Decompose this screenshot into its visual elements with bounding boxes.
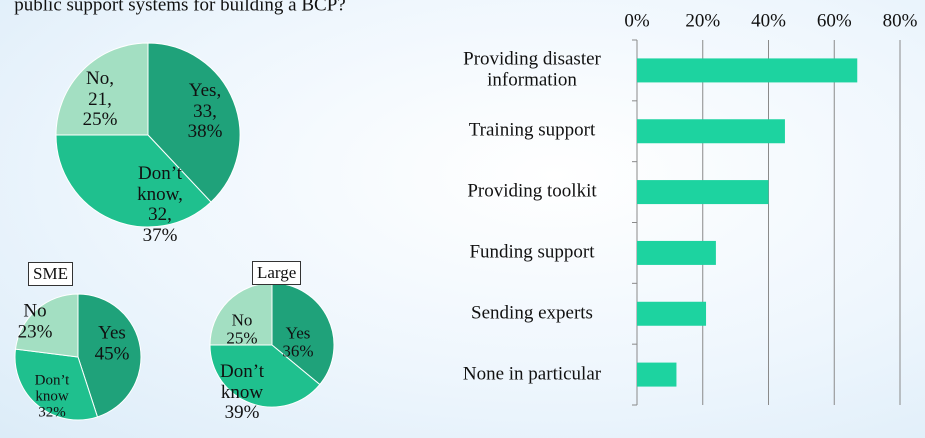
x-tick-label: 80% xyxy=(882,10,918,32)
slice-percent: 39% xyxy=(224,402,260,424)
x-tick-label: 20% xyxy=(685,10,721,32)
slice-category: Yes, xyxy=(188,80,222,102)
page-title: public support systems for building a BC… xyxy=(14,0,346,16)
slice-percent: 36% xyxy=(282,342,314,361)
slice-count: 33, xyxy=(193,100,217,122)
slice-label: No 25% xyxy=(222,310,262,349)
slice-category: Yes xyxy=(98,322,126,344)
bar xyxy=(637,119,785,144)
slice-label: Yes 36% xyxy=(273,323,323,362)
y-tick-label: Providing disaster information xyxy=(463,48,601,91)
y-tick-label: Providing toolkit xyxy=(467,180,597,202)
pie-slice xyxy=(55,134,212,228)
bar xyxy=(637,58,858,83)
slice-label: Yes 45% xyxy=(87,323,137,364)
slice-percent: 23% xyxy=(17,321,53,342)
bar xyxy=(637,180,769,205)
slice-category: No, xyxy=(86,68,114,90)
x-tick-label: 0% xyxy=(624,10,650,32)
slice-label: Don’t know 39% xyxy=(217,362,267,424)
slice-category: Don’t know, xyxy=(137,162,183,205)
x-tick-label: 40% xyxy=(751,10,786,32)
slice-percent: 25% xyxy=(82,109,118,131)
pie-slice xyxy=(77,293,142,418)
slice-category: No xyxy=(231,310,253,330)
pie-slice xyxy=(147,42,241,203)
slice-category: No xyxy=(23,300,47,322)
y-tick-label: Training support xyxy=(468,119,596,141)
slice-label: Don’t know, 32, 37% xyxy=(130,162,190,246)
pie-slice xyxy=(14,348,99,421)
pie-title: Large xyxy=(252,261,302,285)
slice-percent: 25% xyxy=(226,329,258,348)
bar xyxy=(637,362,677,387)
slice-category: Don’t know xyxy=(220,361,264,403)
x-tick-label: 60% xyxy=(816,10,852,32)
slice-label: Don’t know 32% xyxy=(27,373,77,422)
slice-label: No, 21, 25% xyxy=(80,68,120,131)
slice-percent: 37% xyxy=(142,224,178,246)
slice-count: 21, xyxy=(88,88,112,110)
y-tick-label: None in particular xyxy=(462,363,602,385)
slice-count: 32, xyxy=(148,204,172,225)
pie-slice xyxy=(209,344,321,408)
bar xyxy=(637,301,707,326)
y-tick-label: Sending experts xyxy=(471,302,593,324)
slice-percent: 32% xyxy=(38,405,66,422)
slice-category: Don’t know xyxy=(34,372,70,405)
slice-percent: 45% xyxy=(94,343,130,364)
slice-percent: 38% xyxy=(187,121,223,143)
bar xyxy=(637,240,716,265)
pie-slice xyxy=(55,42,149,136)
slice-label: Yes, 33, 38% xyxy=(175,80,235,143)
slice-category: Yes xyxy=(285,323,311,343)
pie-slice xyxy=(14,293,79,358)
pie-title: SME xyxy=(28,262,73,286)
y-tick-label: Funding support xyxy=(469,241,595,263)
slice-label: No 23% xyxy=(15,301,55,342)
